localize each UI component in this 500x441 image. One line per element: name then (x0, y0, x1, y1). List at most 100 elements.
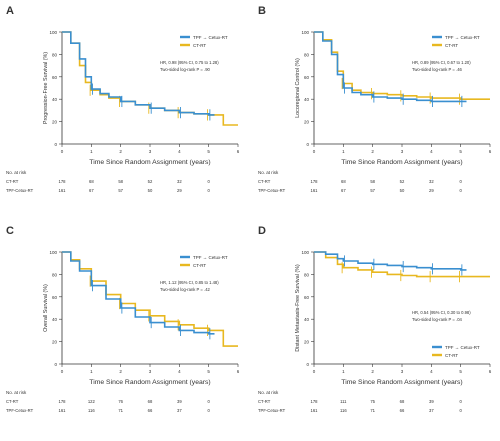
y-tick-label: 20 (304, 120, 310, 125)
y-tick-label: 40 (304, 97, 310, 102)
x-tick-label: 6 (489, 149, 492, 154)
at-risk-value: 37 (177, 408, 182, 413)
panel-label: D (258, 225, 266, 237)
y-axis-title: Progression-Free Survival (%) (43, 52, 49, 124)
at-risk-value: 0 (207, 399, 210, 404)
at-risk-value: 161 (59, 188, 67, 193)
at-risk-header: No. at risk (258, 390, 279, 395)
x-tick-label: 0 (313, 149, 316, 154)
y-tick-label: 60 (304, 75, 310, 80)
hr-annotation: HR, 0.89 (95% CI, 0.67 to 1.20) (412, 60, 471, 65)
y-tick-label: 0 (306, 362, 309, 367)
series-line-tpf-cetux-rt (314, 31, 467, 103)
x-tick-label: 1 (342, 369, 345, 374)
x-tick-label: 5 (207, 149, 210, 154)
series-line-ct-rt (62, 251, 238, 347)
legend-entry: TPF → Cetux-RT (445, 35, 480, 40)
at-risk-value: 68 (148, 399, 153, 404)
at-risk-value: 178 (59, 399, 67, 404)
at-risk-row-label: TPF-Cetux-RT (6, 188, 34, 193)
y-tick-label: 0 (306, 142, 309, 147)
at-risk-header: No. at risk (258, 170, 279, 175)
at-risk-value: 66 (400, 408, 405, 413)
at-risk-value: 57 (118, 188, 123, 193)
at-risk-value: 71 (118, 408, 123, 413)
at-risk-row-label: CT-RT (258, 179, 271, 184)
at-risk-value: 0 (459, 399, 462, 404)
at-risk-value: 58 (370, 179, 375, 184)
legend-entry: CT-RT (193, 263, 206, 268)
panel-label: C (6, 225, 14, 237)
y-tick-label: 60 (52, 75, 58, 80)
y-tick-label: 100 (49, 30, 57, 35)
at-risk-value: 67 (341, 188, 346, 193)
hr-annotation: Two-sided log-rank P = .42 (160, 287, 211, 292)
panel-label: A (6, 5, 14, 17)
at-risk-value: 178 (311, 399, 319, 404)
y-tick-label: 0 (54, 362, 57, 367)
y-tick-label: 100 (301, 250, 309, 255)
x-tick-label: 2 (371, 369, 374, 374)
at-risk-value: 161 (311, 188, 319, 193)
x-tick-label: 6 (237, 149, 240, 154)
x-axis-title: Time Since Random Assignment (years) (341, 159, 462, 166)
y-tick-label: 40 (52, 97, 58, 102)
y-axis-title: Distant Metastasis-Free Survival (%) (295, 264, 301, 352)
at-risk-value: 161 (311, 408, 319, 413)
y-tick-label: 100 (301, 30, 309, 35)
hr-annotation: HR, 0.54 (95% CI, 0.30 to 0.98) (412, 310, 471, 315)
at-risk-value: 0 (459, 188, 462, 193)
series-line-tpf-cetux-rt (62, 31, 215, 116)
hr-annotation: Two-sided log-rank P = .46 (412, 67, 463, 72)
x-tick-label: 2 (119, 369, 122, 374)
x-tick-label: 2 (119, 149, 122, 154)
x-tick-label: 3 (149, 369, 152, 374)
x-tick-label: 0 (61, 149, 64, 154)
legend-entry: TPF → Cetux-RT (193, 35, 228, 40)
y-tick-label: 80 (52, 272, 58, 277)
at-risk-value: 68 (341, 179, 346, 184)
at-risk-value: 39 (429, 399, 434, 404)
x-tick-label: 6 (237, 369, 240, 374)
panel-label: B (258, 5, 266, 17)
x-tick-label: 4 (430, 149, 433, 154)
y-tick-label: 20 (52, 120, 58, 125)
x-tick-label: 4 (178, 149, 181, 154)
at-risk-value: 161 (59, 408, 67, 413)
at-risk-value: 178 (311, 179, 319, 184)
panel-b: B 0 20 40 60 80 100 0 1 2 3 4 5 6 Time Since Random As… (258, 5, 492, 193)
x-tick-label: 1 (90, 369, 93, 374)
y-tick-label: 80 (304, 52, 310, 57)
x-tick-label: 0 (313, 369, 316, 374)
panel-a: A 0 20 40 60 80 100 0 1 2 3 4 5 6 Time Since Random As… (6, 5, 240, 193)
at-risk-value: 0 (207, 188, 210, 193)
at-risk-value: 0 (459, 179, 462, 184)
at-risk-value: 29 (177, 188, 182, 193)
y-tick-label: 100 (49, 250, 57, 255)
at-risk-value: 52 (148, 179, 153, 184)
legend-entry: TPF → Cetux-RT (193, 255, 228, 260)
at-risk-row-label: TPF-Cetux-RT (6, 408, 34, 413)
y-tick-label: 80 (304, 272, 310, 277)
at-risk-header: No. at risk (6, 390, 27, 395)
hr-annotation: HR, 1.12 (95% CI, 0.85 to 1.48) (160, 280, 219, 285)
at-risk-value: 68 (89, 179, 94, 184)
at-risk-value: 75 (370, 399, 375, 404)
x-axis-title: Time Since Random Assignment (years) (341, 379, 462, 386)
x-tick-label: 2 (371, 149, 374, 154)
x-tick-label: 3 (401, 369, 404, 374)
x-tick-label: 5 (459, 369, 462, 374)
legend-entry: CT-RT (445, 43, 458, 48)
y-tick-label: 0 (54, 142, 57, 147)
at-risk-value: 37 (429, 408, 434, 413)
x-tick-label: 0 (61, 369, 64, 374)
at-risk-value: 57 (370, 188, 375, 193)
at-risk-header: No. at risk (6, 170, 27, 175)
at-risk-row-label: TPF-Cetux-RT (258, 408, 286, 413)
series-line-ct-rt (62, 31, 238, 126)
at-risk-value: 67 (89, 188, 94, 193)
at-risk-value: 0 (459, 408, 462, 413)
at-risk-value: 50 (400, 188, 405, 193)
x-tick-label: 1 (90, 149, 93, 154)
